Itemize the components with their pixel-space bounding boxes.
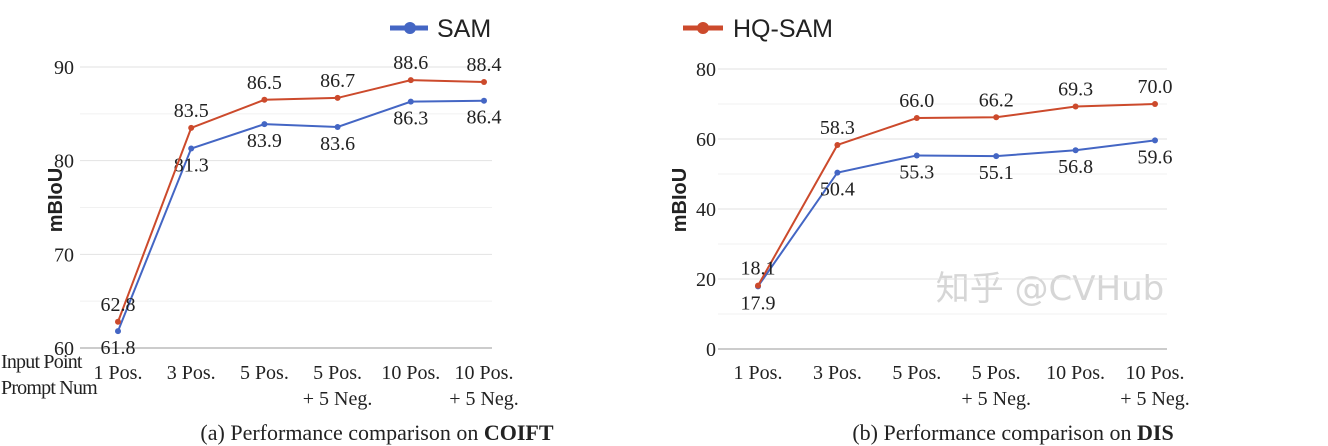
data-point-sam (115, 328, 121, 335)
data-label-hq-sam: 62.8 (101, 294, 136, 316)
x-tick-label: 1 Pos. (734, 362, 783, 384)
legend-hqsam-label: HQ-SAM (733, 15, 833, 43)
data-point-sam (913, 152, 920, 159)
data-point-sam (261, 121, 268, 128)
data-label-sam: 55.3 (899, 161, 934, 183)
y-tick-label: 80 (54, 151, 74, 173)
caption-dataset: COIFT (484, 420, 554, 445)
legend-hqsam-marker (697, 22, 709, 34)
x-tick-label: 10 Pos. (1126, 362, 1185, 384)
data-point-hq-sam (115, 318, 121, 325)
x-tick-label: 3 Pos. (167, 362, 216, 384)
data-point-sam (188, 145, 195, 152)
y-tick-label: 0 (706, 339, 716, 361)
x-tick-label: 1 Pos. (94, 362, 143, 384)
data-point-hq-sam (913, 115, 920, 121)
caption-text: (b) Performance comparison on (852, 420, 1137, 445)
legend: SAM HQ-SAM (390, 15, 833, 43)
data-point-sam (481, 97, 487, 104)
data-point-sam (993, 153, 1000, 160)
x-tick-label: 5 Pos. (240, 362, 289, 384)
y-axis-label: mBIoU (45, 168, 67, 232)
x-tick-label: 5 Pos. (892, 362, 941, 384)
legend-sam-marker (404, 22, 416, 34)
x-axis-title-line1: Input Point (1, 351, 83, 373)
data-label-sam: 56.8 (1058, 156, 1093, 178)
chart-caption: (b) Performance comparison on DIS (852, 420, 1173, 445)
data-point-hq-sam (481, 78, 487, 85)
data-label-hq-sam: 86.5 (247, 72, 282, 94)
data-point-hq-sam (755, 282, 761, 289)
x-tick-label: + 5 Neg. (1120, 388, 1190, 410)
y-tick-label: 20 (696, 269, 716, 291)
data-point-hq-sam (188, 124, 195, 131)
legend-sam-label: SAM (437, 15, 491, 43)
chart-dis: 0 20 40 60 80 mBIoU 1 Pos. 3 Pos. 5 Pos. 5 Pos. + … (669, 59, 1190, 445)
data-label-hq-sam: 88.4 (467, 54, 502, 76)
data-label-sam: 55.1 (979, 162, 1014, 184)
x-tick-label: 5 Pos. (972, 362, 1021, 384)
series-line-sam (117, 99, 485, 332)
data-point-sam (1152, 137, 1158, 144)
data-label-sam: 61.8 (101, 337, 136, 359)
data-label-sam: 81.3 (174, 154, 209, 176)
data-point-hq-sam (334, 94, 341, 101)
data-label-hq-sam: 86.7 (320, 70, 355, 92)
data-label-hq-sam: 69.3 (1058, 78, 1093, 100)
x-tick-label: + 5 Neg. (303, 388, 373, 410)
data-point-hq-sam (993, 114, 1000, 121)
data-label-sam: 59.6 (1138, 146, 1173, 168)
data-point-hq-sam (1152, 101, 1158, 107)
data-label-sam: 86.4 (467, 107, 502, 129)
x-axis-title-line2: Prompt Num (1, 377, 98, 399)
x-tick-label: 10 Pos. (1046, 362, 1105, 384)
data-label-sam: 50.4 (820, 179, 855, 201)
caption-dataset: DIS (1137, 420, 1174, 445)
x-tick-label: 5 Pos. (313, 362, 362, 384)
y-tick-label: 90 (54, 57, 74, 79)
y-axis-label: mBIoU (669, 168, 691, 232)
data-label-hq-sam: 18.1 (741, 258, 776, 280)
y-tick-label: 60 (54, 338, 74, 360)
y-tick-label: 60 (696, 129, 716, 151)
y-tick-label: 80 (696, 59, 716, 81)
x-tick-label: 10 Pos. (381, 362, 440, 384)
series-line-hq-sam (757, 103, 1156, 287)
series-line-sam (757, 139, 1156, 287)
data-point-sam (834, 169, 841, 176)
y-tick-label: 70 (54, 244, 74, 266)
data-point-sam (407, 98, 414, 105)
chart-caption: (a) Performance comparison on COIFT (200, 420, 553, 445)
x-tick-label: + 5 Neg. (961, 388, 1031, 410)
x-tick-label: 10 Pos. (455, 362, 514, 384)
data-point-hq-sam (261, 96, 268, 103)
x-tick-label: + 5 Neg. (449, 388, 519, 410)
data-point-hq-sam (1072, 103, 1079, 110)
data-label-sam: 86.3 (393, 108, 428, 130)
data-point-sam (334, 123, 341, 130)
data-label-sam: 17.9 (741, 292, 776, 314)
data-label-hq-sam: 70.0 (1138, 76, 1173, 98)
data-label-sam: 83.9 (247, 130, 282, 152)
watermark: 知乎 @CVHub (936, 269, 1165, 309)
data-point-hq-sam (407, 77, 414, 84)
y-tick-label: 40 (696, 199, 716, 221)
caption-text: (a) Performance comparison on (200, 420, 483, 445)
chart-coift: 60 70 80 90 mBIoU 1 Pos. 3 Pos. 5 Pos. 5 Pos. + 5… (45, 52, 554, 445)
data-label-hq-sam: 66.2 (979, 89, 1014, 111)
x-tick-label: 3 Pos. (813, 362, 862, 384)
series-line-hq-sam (117, 79, 485, 323)
data-label-sam: 83.6 (320, 133, 355, 155)
data-label-hq-sam: 66.0 (899, 90, 934, 112)
data-label-hq-sam: 58.3 (820, 117, 855, 139)
data-label-hq-sam: 83.5 (174, 100, 209, 122)
data-label-hq-sam: 88.6 (393, 52, 428, 74)
data-point-sam (1072, 147, 1079, 154)
data-point-hq-sam (834, 141, 841, 148)
